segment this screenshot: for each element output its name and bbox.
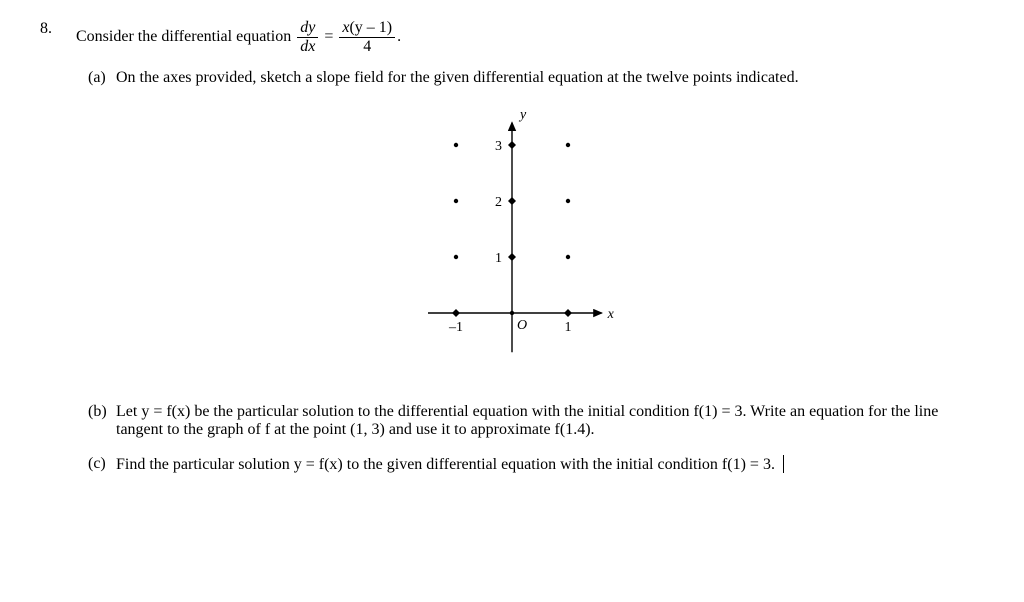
part-c-body: Find the particular solution y = f(x) to…	[116, 455, 984, 474]
part-c-label: (c)	[88, 455, 116, 473]
svg-text:1: 1	[495, 251, 502, 266]
equals-sign: =	[324, 28, 333, 45]
slope-field-chart: –1 1 1 2 3 Oy x	[40, 103, 984, 363]
lhs-num: dy	[297, 20, 318, 38]
part-c: (c) Find the particular solution y = f(x…	[88, 455, 984, 474]
chart-svg: –1 1 1 2 3 Oy x	[402, 103, 622, 363]
svg-text:1: 1	[565, 320, 572, 335]
svg-text:x: x	[607, 307, 615, 322]
stem-suffix: .	[397, 28, 401, 45]
svg-text:3: 3	[495, 139, 502, 154]
svg-text:2: 2	[495, 195, 502, 210]
svg-text:O: O	[517, 318, 527, 333]
question-text: Consider the differential equation dy dx…	[76, 20, 984, 55]
lhs-den: dx	[297, 38, 318, 55]
part-b-text: Let y = f(x) be the particular solution …	[116, 403, 984, 439]
part-b-label: (b)	[88, 403, 116, 421]
part-a-text: On the axes provided, sketch a slope fie…	[116, 69, 984, 87]
question-stem: 8. Consider the differential equation dy…	[40, 20, 984, 55]
text-cursor	[783, 455, 784, 473]
question-number: 8.	[40, 20, 76, 38]
part-b: (b) Let y = f(x) be the particular solut…	[88, 403, 984, 439]
stem-prefix: Consider the differential equation	[76, 28, 295, 45]
rhs-den: 4	[339, 38, 395, 55]
svg-text:–1: –1	[448, 320, 463, 335]
part-c-text: Find the particular solution y = f(x) to…	[116, 456, 775, 473]
equation-lhs: dy dx	[297, 20, 318, 55]
part-a-label: (a)	[88, 69, 116, 87]
equation-rhs: x(y – 1) 4	[339, 20, 395, 55]
svg-text:y: y	[518, 108, 527, 123]
rhs-num: x(y – 1)	[339, 20, 395, 38]
part-a: (a) On the axes provided, sketch a slope…	[88, 69, 984, 87]
